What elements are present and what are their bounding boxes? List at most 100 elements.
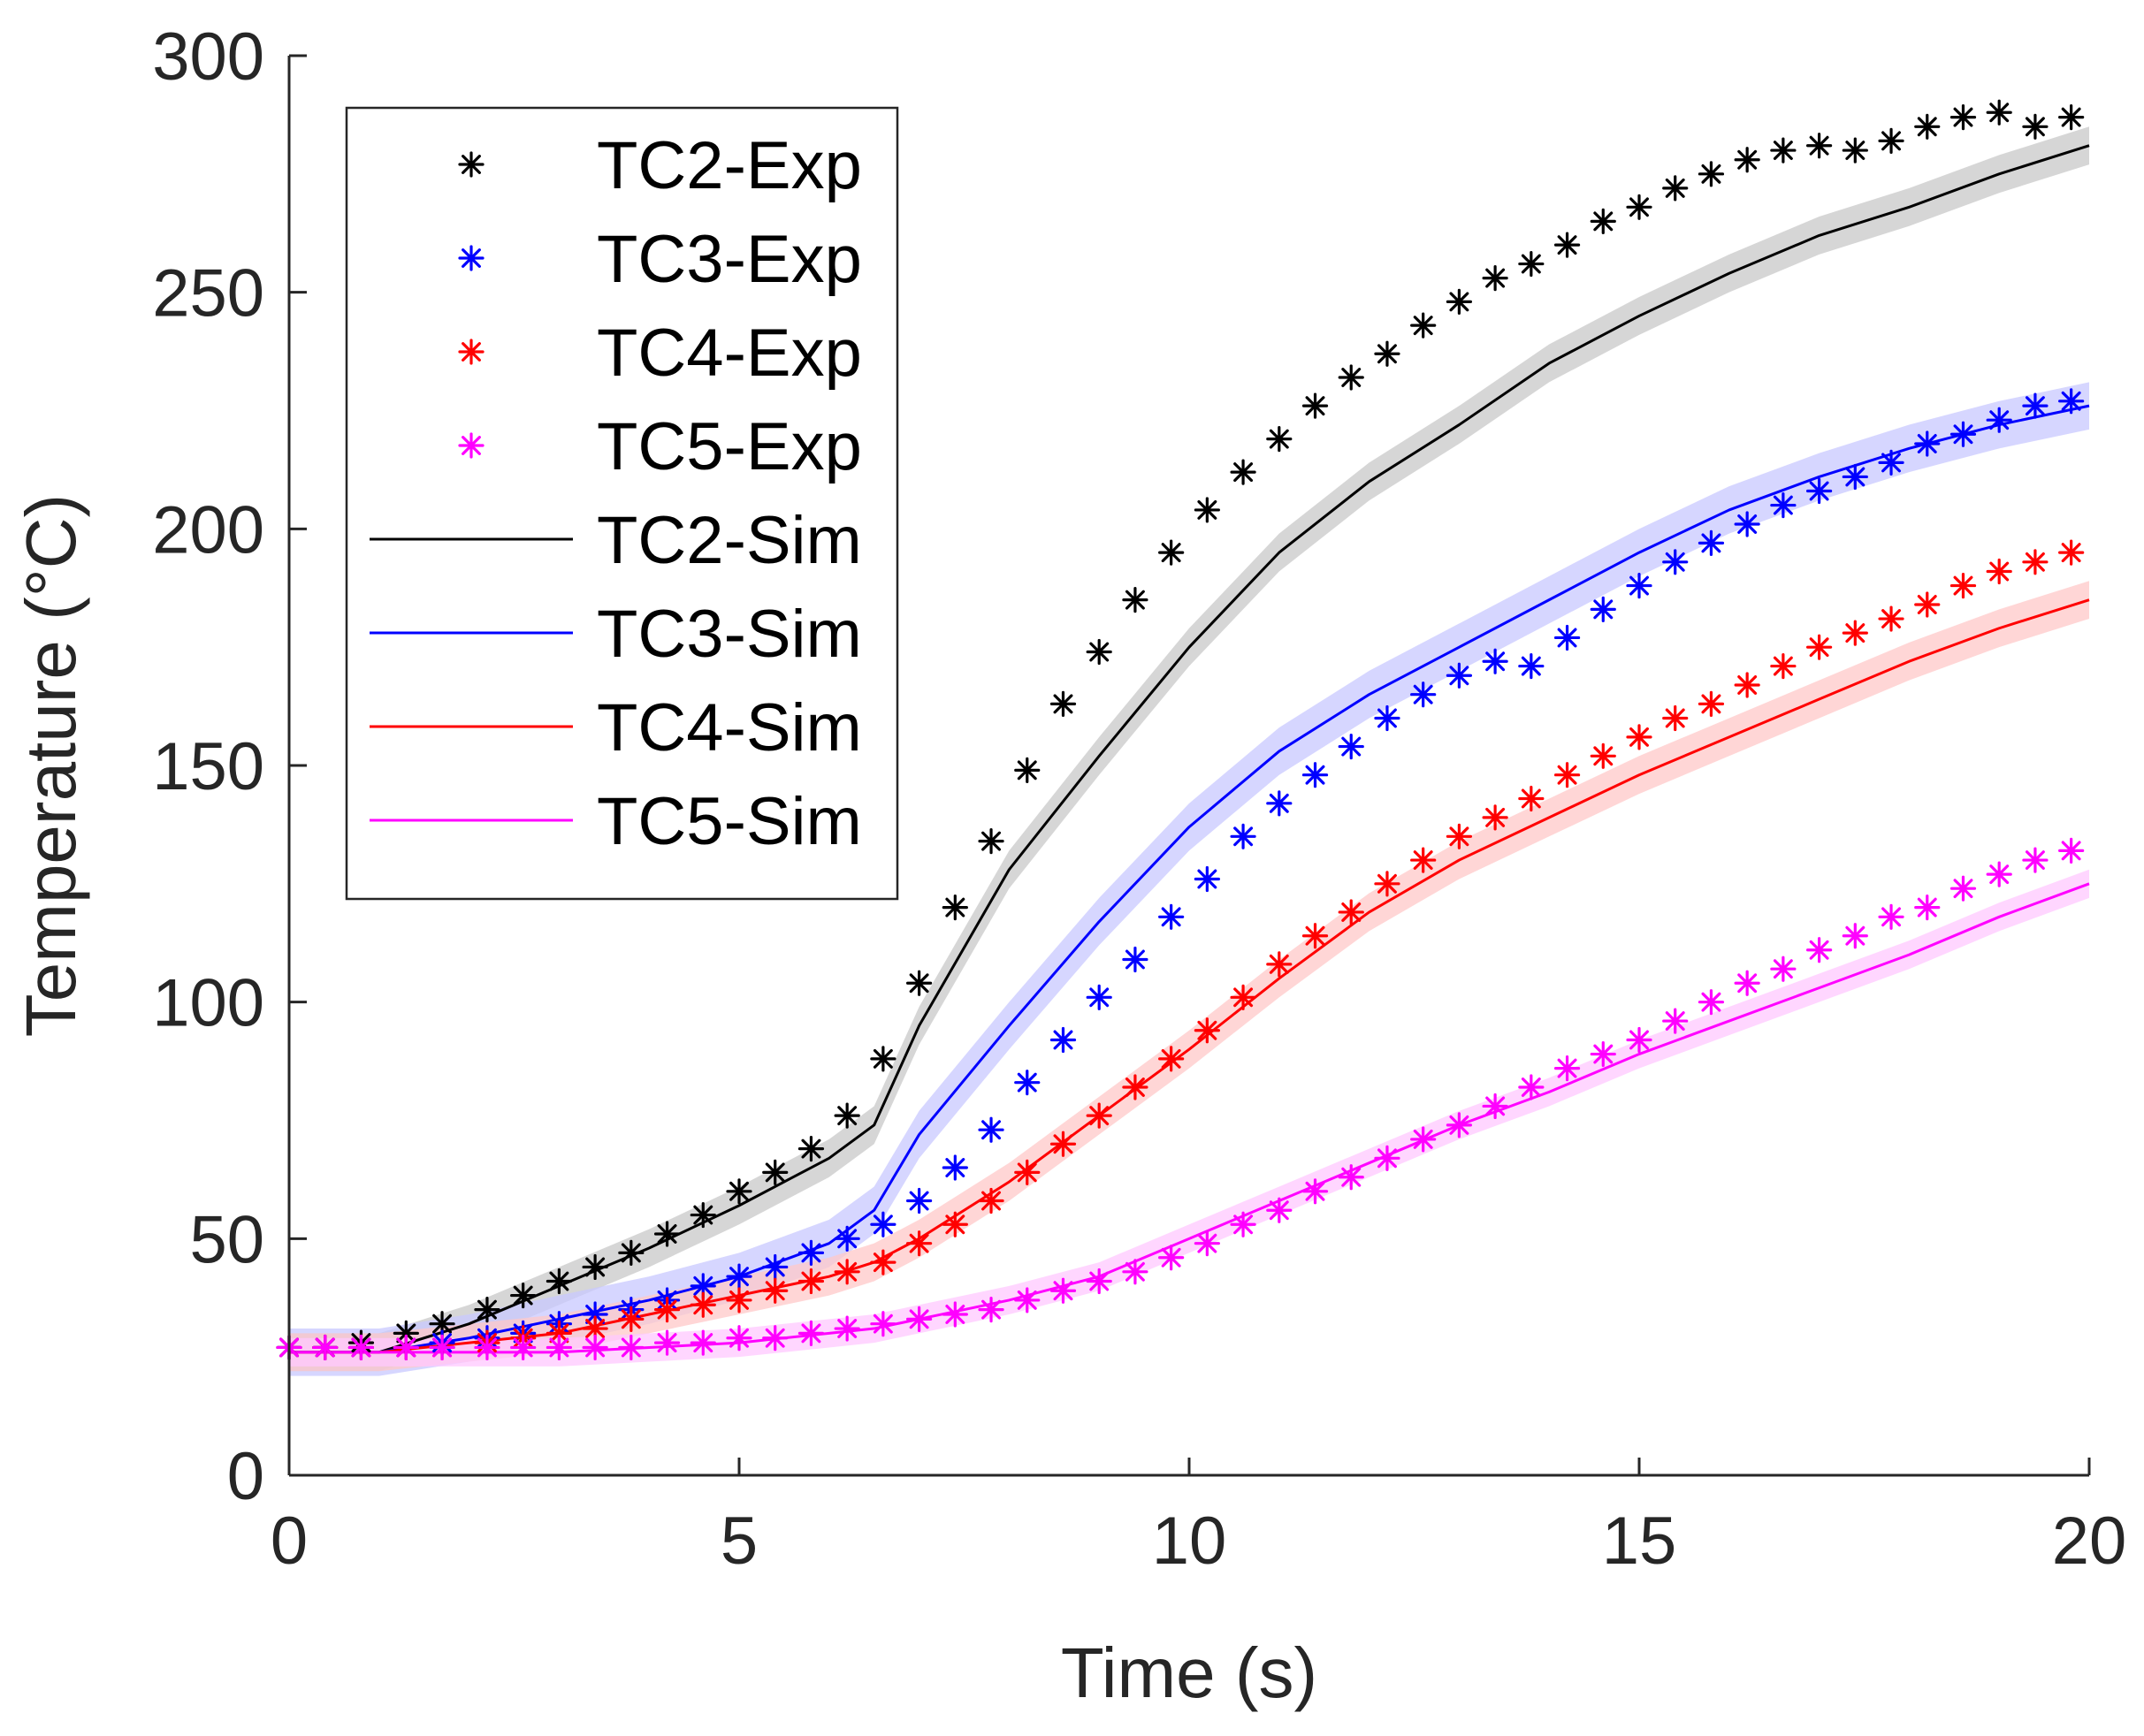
- marker-point: [1734, 147, 1760, 173]
- marker-point: [1086, 1102, 1112, 1129]
- y-tick-label: 250: [152, 256, 264, 331]
- marker-point: [1301, 1178, 1329, 1205]
- marker-point: [429, 1311, 455, 1337]
- marker-point: [1914, 894, 1941, 921]
- y-tick-label: 300: [152, 19, 264, 95]
- marker-point: [1626, 194, 1652, 220]
- marker-point: [1374, 871, 1400, 897]
- legend-label: TC2-Exp: [597, 128, 862, 203]
- marker-point: [905, 1230, 933, 1257]
- marker-point: [1122, 1259, 1148, 1285]
- marker-point: [1770, 956, 1797, 982]
- marker-point: [1518, 250, 1545, 278]
- x-tick-label: 10: [1152, 1504, 1227, 1579]
- x-ticks: 0 5 10 15 20: [271, 1458, 2126, 1579]
- marker-point: [1049, 1277, 1077, 1304]
- marker-point: [942, 1211, 968, 1237]
- legend-marker: [458, 151, 484, 178]
- legend-item: TC3-Exp: [458, 222, 862, 297]
- marker-point: [834, 1225, 860, 1252]
- marker-point: [1949, 421, 1977, 447]
- marker-point: [1914, 430, 1941, 457]
- marker-point: [942, 1154, 968, 1181]
- marker-point: [1590, 596, 1616, 622]
- marker-point: [1446, 288, 1473, 315]
- marker-point: [1301, 762, 1329, 788]
- marker-point: [1949, 572, 1977, 599]
- marker-point: [1446, 1112, 1473, 1138]
- y-tick-label: 0: [227, 1439, 264, 1514]
- marker-point: [690, 1329, 716, 1356]
- marker-point: [1014, 1287, 1041, 1313]
- marker-point: [1266, 951, 1293, 978]
- marker-point: [1734, 970, 1760, 996]
- marker-point: [726, 1263, 752, 1290]
- marker-point: [1626, 724, 1652, 750]
- marker-point: [510, 1282, 537, 1309]
- marker-point: [1482, 1093, 1508, 1120]
- marker-point: [1122, 1074, 1148, 1100]
- marker-point: [1698, 529, 1725, 556]
- uncertainty-bands: [289, 126, 2089, 1376]
- marker-point: [1842, 463, 1868, 491]
- marker-point: [1301, 923, 1329, 949]
- marker-point: [978, 828, 1004, 855]
- marker-point: [1158, 903, 1185, 930]
- marker-point: [797, 1268, 825, 1295]
- legend-item: TC2-Exp: [458, 128, 862, 203]
- legend-item: TC4-Sim: [370, 690, 862, 765]
- marker-point: [726, 1287, 752, 1313]
- marker-point: [1482, 804, 1508, 831]
- marker-point: [870, 1046, 897, 1072]
- marker-point: [653, 1297, 681, 1323]
- marker-point: [1049, 1026, 1077, 1054]
- marker-point: [978, 1297, 1004, 1323]
- marker-point: [834, 1259, 860, 1285]
- marker-point: [1553, 232, 1581, 258]
- marker-point: [1949, 103, 1977, 131]
- marker-point: [1662, 175, 1689, 202]
- marker-point: [1158, 539, 1185, 566]
- marker-point: [1446, 662, 1473, 689]
- marker-point: [1590, 1040, 1616, 1068]
- marker-point: [1590, 742, 1616, 769]
- marker-point: [1014, 1070, 1041, 1096]
- marker-point: [1266, 790, 1293, 817]
- marker-point: [474, 1297, 500, 1323]
- legend-label: TC4-Sim: [597, 690, 862, 765]
- marker-point: [1626, 572, 1652, 599]
- marker-point: [1014, 757, 1041, 783]
- legend-label: TC2-Sim: [597, 503, 862, 578]
- marker-point: [797, 1239, 825, 1266]
- marker-point: [1122, 946, 1148, 973]
- marker-point: [1158, 1046, 1185, 1072]
- legend-label: TC3-Exp: [597, 222, 862, 297]
- marker-point: [546, 1268, 573, 1295]
- marker-point: [1338, 364, 1364, 391]
- legend-box: [345, 106, 899, 901]
- marker-point: [1266, 426, 1293, 453]
- marker-point: [1230, 459, 1256, 485]
- marker-point: [1122, 587, 1148, 613]
- marker-point: [978, 1187, 1004, 1214]
- legend-marker: [458, 245, 484, 271]
- marker-point: [1086, 638, 1112, 666]
- marker-point: [2022, 847, 2049, 873]
- marker-point: [1194, 865, 1220, 893]
- markers-TC5-Exp: [276, 837, 2085, 1361]
- marker-point: [1626, 1026, 1652, 1054]
- marker-point: [1878, 605, 1904, 632]
- marker-point: [762, 1325, 789, 1351]
- marker-point: [797, 1136, 825, 1162]
- marker-point: [1086, 984, 1112, 1010]
- line-TC3-Sim: [289, 404, 2090, 1354]
- legend-marker: [458, 432, 484, 459]
- marker-point: [1338, 899, 1364, 925]
- marker-point: [905, 1306, 933, 1332]
- marker-point: [1949, 875, 1977, 902]
- marker-point: [1986, 558, 2012, 585]
- band-TC4-Sim: [289, 581, 2089, 1372]
- marker-point: [2022, 392, 2049, 419]
- marker-point: [762, 1159, 789, 1185]
- marker-point: [1410, 1126, 1437, 1153]
